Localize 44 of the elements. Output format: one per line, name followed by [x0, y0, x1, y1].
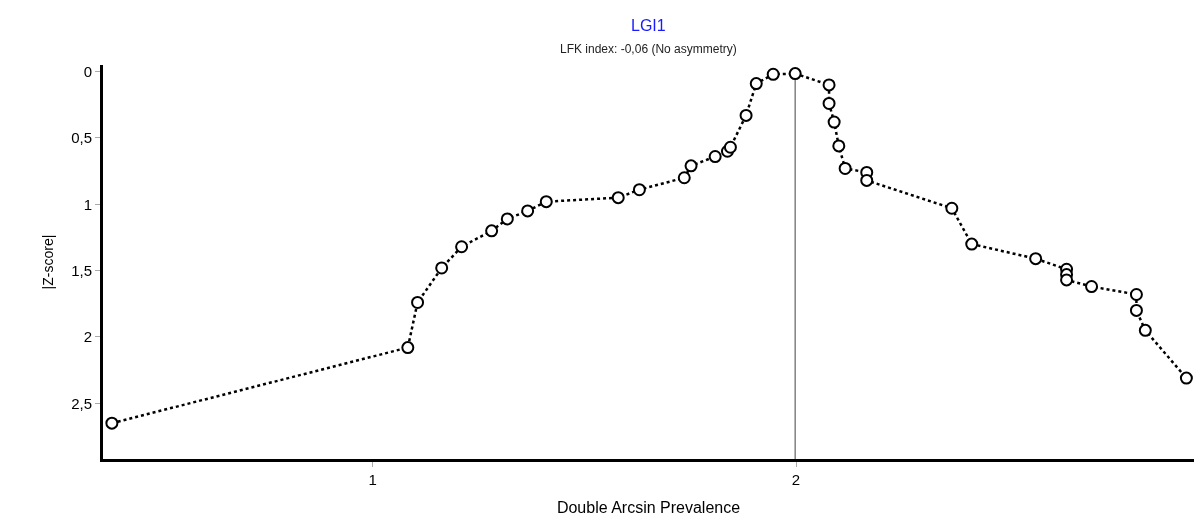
point	[822, 96, 836, 110]
point	[1029, 252, 1043, 266]
point	[401, 341, 415, 355]
point	[832, 139, 846, 153]
y-tick-label: 1,5	[71, 261, 92, 279]
point	[945, 201, 959, 215]
point	[1129, 288, 1143, 301]
point	[105, 416, 119, 430]
point	[521, 204, 535, 218]
chart-subtitle: LFK index: -0,06 (No asymmetry)	[560, 42, 737, 56]
y-tick-label: 0,5	[71, 129, 92, 147]
point	[838, 161, 852, 175]
y-axis-title: |Z-score|	[39, 234, 56, 290]
point	[965, 237, 979, 251]
point	[539, 195, 553, 209]
point	[723, 140, 737, 154]
point	[788, 67, 802, 81]
point	[500, 212, 514, 226]
point	[749, 77, 763, 91]
point	[485, 224, 499, 238]
point	[822, 78, 836, 92]
point	[1085, 280, 1099, 294]
point	[435, 261, 449, 275]
y-tick-label: 1	[83, 195, 92, 213]
point	[455, 240, 469, 254]
y-tick-label: 0	[83, 62, 92, 80]
point	[632, 183, 646, 197]
point	[1138, 323, 1152, 337]
point	[677, 171, 691, 185]
point	[411, 295, 425, 309]
x-axis-title: Double Arcsin Prevalence	[556, 498, 741, 516]
point	[611, 191, 625, 205]
point	[684, 159, 698, 173]
point	[708, 150, 722, 164]
point	[766, 67, 780, 81]
y-tick-label: 2	[83, 328, 92, 346]
point	[1060, 273, 1074, 287]
y-tick-label: 2,5	[71, 394, 92, 412]
point	[739, 108, 753, 122]
point	[1129, 303, 1143, 317]
point	[1179, 371, 1193, 385]
chart-title: LGI1	[631, 17, 666, 34]
point	[827, 115, 841, 129]
point	[860, 173, 874, 187]
